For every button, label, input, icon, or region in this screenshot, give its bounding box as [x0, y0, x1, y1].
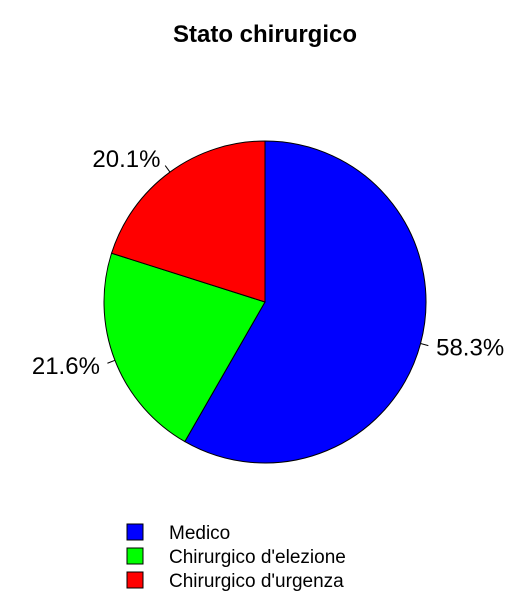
- slice-labels: 58.3% 21.6% 20.1%: [32, 146, 504, 380]
- legend-label-chirurgico-d-elezione: Chirurgico d'elezione: [169, 547, 346, 568]
- pie-slice-chirurgico-d-elezione: [103, 252, 266, 443]
- label-tick-medico: [420, 343, 429, 347]
- chart-title: Stato chirurgico: [173, 21, 357, 48]
- legend: Medico Chirurgico d'elezione Chirurgico d'…: [126, 523, 346, 592]
- legend-label-medico: Medico: [169, 523, 230, 544]
- legend-swatch-chirurgico-d-urgenza: [126, 571, 144, 589]
- legend-label-chirurgico-d-urgenza: Chirurgico d'urgenza: [169, 571, 344, 592]
- pie-slices: [103, 140, 427, 464]
- legend-swatch-chirurgico-d-elezione: [126, 547, 144, 565]
- slice-label-chirurgico-d-elezione: 21.6%: [32, 353, 100, 380]
- label-tick-chirurgico-d-elezione: [107, 359, 116, 364]
- slice-label-medico: 58.3%: [436, 335, 504, 362]
- label-tick-chirurgico-d-urgenza: [164, 165, 171, 173]
- slice-label-chirurgico-d-urgenza: 20.1%: [92, 146, 160, 173]
- legend-swatch-medico: [126, 523, 144, 541]
